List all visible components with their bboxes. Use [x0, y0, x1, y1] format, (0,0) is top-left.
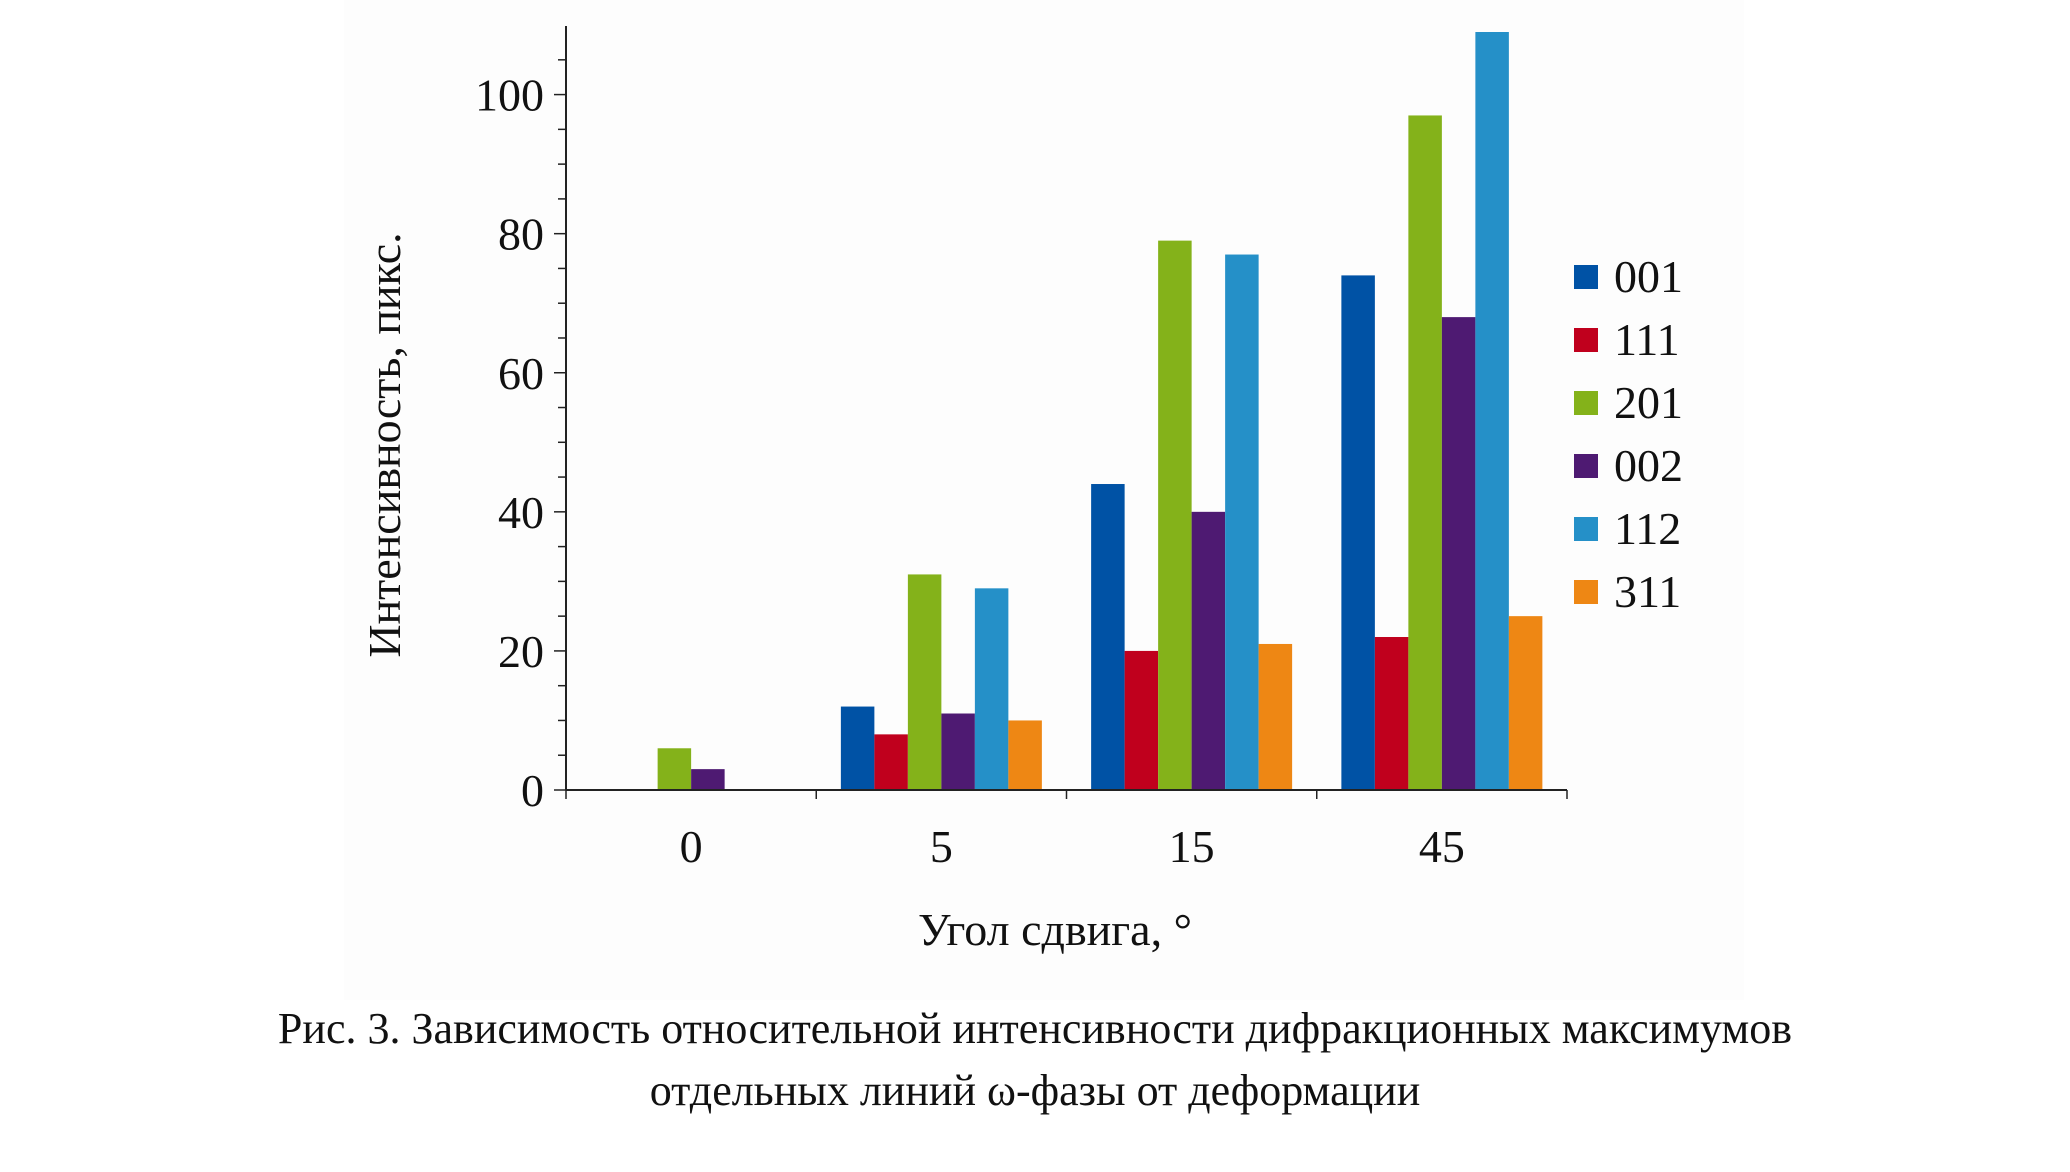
y-tick-label: 60: [498, 348, 544, 399]
legend-swatch-201: [1574, 391, 1598, 415]
x-tick-label: 15: [1169, 821, 1215, 872]
chart-panel: [344, 0, 1744, 1000]
figure-caption-line-2: отдельных линий ω-фазы от деформации: [649, 1066, 1421, 1115]
bar-111-15: [1124, 650, 1159, 790]
bar-112-5: [974, 588, 1009, 790]
legend-swatch-311: [1574, 580, 1598, 604]
bar-201-15: [1158, 240, 1192, 791]
x-tick-label: 0: [680, 821, 703, 872]
bar-002-15: [1191, 511, 1226, 790]
bars-layer: [657, 32, 1543, 791]
y-tick-label: 100: [475, 70, 544, 121]
y-tick-label: 20: [498, 626, 544, 677]
x-axis-label: Угол сдвига, °: [918, 904, 1192, 955]
legend-label-112: 112: [1614, 503, 1681, 554]
legend-label-201: 201: [1614, 377, 1683, 428]
y-axis-label: Интенсивность, пикс.: [359, 232, 410, 657]
legend-swatch-002: [1574, 454, 1598, 478]
axes-layer: [554, 26, 1568, 799]
bar-201-0: [657, 748, 692, 790]
legend-swatch-001: [1574, 265, 1598, 289]
y-tick-label: 80: [498, 209, 544, 260]
bar-112-45: [1475, 32, 1509, 790]
tick-labels-layer: 0 20 40 60 80 100 0 5 15 45: [475, 70, 1465, 872]
x-tick-label: 45: [1419, 821, 1465, 872]
y-tick-label: 0: [521, 765, 544, 816]
bar-311-45: [1508, 616, 1543, 790]
bar-001-5: [840, 706, 875, 790]
figure-caption-line-1: Рис. 3. Зависимость относительной интенс…: [277, 1004, 1793, 1053]
bar-111-5: [874, 734, 908, 790]
bar-002-45: [1441, 317, 1476, 790]
legend-label-311: 311: [1614, 566, 1681, 617]
bar-311-15: [1258, 643, 1293, 790]
x-tick-label: 5: [930, 821, 953, 872]
legend-swatch-112: [1574, 517, 1598, 541]
bar-002-0: [691, 769, 725, 790]
bar-001-15: [1091, 484, 1125, 790]
y-tick-label: 40: [498, 487, 544, 538]
legend-swatch-111: [1574, 328, 1598, 352]
bar-112-15: [1225, 254, 1259, 790]
bar-002-5: [941, 713, 975, 790]
bar-111-45: [1374, 637, 1409, 790]
legend-label-111: 111: [1614, 314, 1680, 365]
bar-001-45: [1341, 275, 1375, 790]
bar-201-45: [1408, 115, 1442, 791]
bar-201-5: [907, 574, 942, 790]
legend-label-001: 001: [1614, 251, 1683, 302]
legend-label-002: 002: [1614, 440, 1683, 491]
legend: 001 111 201 002 112 311: [1574, 251, 1683, 617]
bar-311-5: [1008, 720, 1042, 790]
